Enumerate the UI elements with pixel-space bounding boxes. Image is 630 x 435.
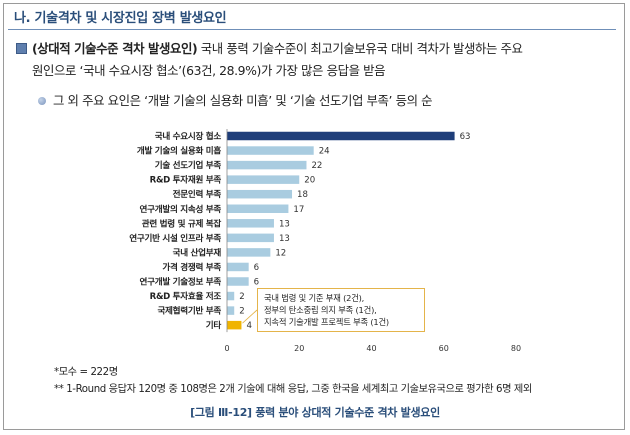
- category-label-4: R&D 투자재원 부족: [150, 174, 222, 186]
- value-label-10: 6: [254, 263, 259, 273]
- category-label-1: 국내 수요시장 협소: [155, 130, 222, 142]
- category-label-6: 연구개발의 지속성 부족: [140, 203, 222, 215]
- category-label-9: 국내 산업부재: [173, 246, 222, 258]
- value-label-14: 4: [246, 321, 251, 331]
- category-label-2: 개발 기술의 실용화 미흡: [137, 145, 222, 157]
- other-breakdown-callout: 국내 법령 및 기준 부재 (2건), 정부의 탄소중립 의지 부족 (1건),…: [257, 288, 425, 332]
- bar-10: [227, 262, 249, 272]
- bar-7: [227, 219, 274, 228]
- value-label-6: 17: [293, 205, 304, 215]
- value-label-4: 20: [304, 176, 315, 186]
- category-label-8: 연구기반 시설 인프라 부족: [129, 232, 221, 244]
- title-divider: [8, 29, 616, 30]
- summary-paragraph: (상대적 기술수준 격차 발생요인) 국내 풍력 기술수준이 최고기술보유국 대…: [32, 38, 612, 82]
- value-label-8: 13: [279, 234, 290, 244]
- callout-connector: [242, 309, 258, 324]
- footnote-sample-size: *모수 = 222명: [54, 367, 118, 378]
- figure-caption: [그림 Ⅲ-12] 풍력 분야 상대적 기술수준 격차 발생요인: [190, 406, 440, 419]
- value-label-11: 6: [254, 278, 259, 288]
- bar-chart: 국내 수요시장 협소 63 개발 기술의 실용화 미흡 24 기술 선도기업 부족 22 R…: [129, 129, 521, 353]
- category-label-14: 기타: [206, 319, 222, 331]
- bar-13: [227, 306, 235, 315]
- summary-line-1: 국내 풍력 기술수준이 최고기술보유국 대비 격차가 발생하는 주요: [197, 41, 523, 56]
- circle-bullet-icon: [38, 97, 46, 105]
- category-label-11: 연구개발 기술정보 부족: [140, 276, 222, 288]
- bar-3: [227, 160, 307, 170]
- category-label-10: 가격 경쟁력 부족: [162, 261, 221, 273]
- x-tick-label-60: 60: [439, 344, 449, 353]
- x-tick-label-40: 40: [366, 344, 376, 353]
- category-label-7: 관련 법령 및 규제 복잡: [142, 217, 222, 229]
- bar-14: [227, 320, 242, 330]
- section-title: 나. 기술격차 및 시장진입 장벽 발생요인: [14, 11, 227, 26]
- bar-5: [227, 189, 293, 199]
- square-bullet-icon: [16, 43, 27, 54]
- callout-line-3: 지속적 기술개발 프로젝트 부족 (1건): [264, 317, 389, 327]
- document-frame: [3, 3, 625, 430]
- category-label-13: 국제협력기반 부족: [157, 305, 221, 317]
- category-label-12: R&D 투자효율 저조: [150, 290, 222, 302]
- category-label-3: 기술 선도기업 부족: [155, 159, 222, 171]
- callout-line-2: 정부의 탄소중립 의지 부족 (1건),: [264, 305, 377, 315]
- bar-4: [227, 175, 300, 184]
- category-label-5: 전문인력 부족: [173, 188, 222, 200]
- value-label-13: 2: [239, 307, 244, 317]
- summary-line-2: 원인으로 ‘국내 수요시장 협소’(63건, 28.9%)가 가장 많은 응답을…: [32, 63, 386, 78]
- bar-12: [227, 291, 235, 301]
- value-label-12: 2: [239, 292, 244, 302]
- x-tick-label-20: 20: [294, 344, 304, 353]
- x-tick-label-0: 0: [224, 344, 229, 353]
- value-label-3: 22: [311, 161, 322, 171]
- bar-8: [227, 233, 274, 243]
- footnote-method: ** 1-Round 응답자 120명 중 108명은 2개 기술에 대해 응답…: [54, 384, 532, 395]
- value-label-5: 18: [297, 190, 308, 200]
- value-label-2: 24: [319, 147, 330, 157]
- value-label-1: 63: [460, 132, 471, 142]
- value-label-9: 12: [275, 248, 286, 258]
- bar-2: [227, 146, 314, 155]
- bar-1: [227, 131, 455, 141]
- x-tick-label-80: 80: [511, 344, 521, 353]
- bar-11: [227, 277, 249, 286]
- value-label-7: 13: [279, 219, 290, 229]
- summary-bold-lead: (상대적 기술수준 격차 발생요인): [32, 41, 198, 56]
- callout-line-1: 국내 법령 및 기준 부재 (2건),: [264, 293, 365, 303]
- bar-9: [227, 248, 271, 257]
- bar-6: [227, 204, 289, 213]
- sub-point-text: 그 외 주요 요인은 ‘개발 기술의 실용화 미흡’ 및 ‘기술 선도기업 부족…: [53, 93, 433, 108]
